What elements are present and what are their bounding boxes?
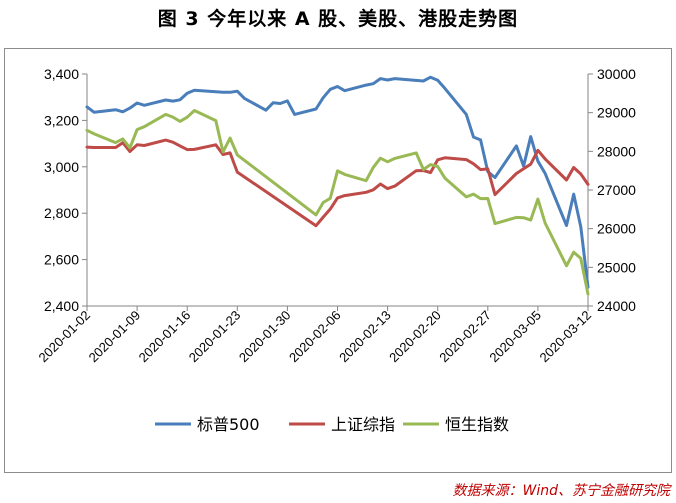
chart-frame: 2,400 2,600 2,800 3,000 3,200 3,400 24000 25000…	[4, 48, 672, 473]
line-chart: 2,400 2,600 2,800 3,000 3,200 3,400 24000 25000…	[35, 66, 636, 434]
data-source-note: 数据来源：Wind、苏宁金融研究院	[452, 483, 671, 499]
right-tick-label: 25000	[597, 259, 636, 275]
legend-label-1: 标普500	[197, 415, 260, 434]
x-tick-label: 2020-01-16	[136, 308, 194, 366]
left-tick-label: 2,400	[44, 298, 79, 314]
x-tick-label: 2020-01-02	[35, 308, 93, 366]
x-tick-label: 2020-02-06	[286, 308, 344, 366]
x-tick-label: 2020-03-12	[536, 308, 594, 366]
x-tick-label: 2020-02-27	[436, 308, 494, 366]
x-tick-label: 2020-01-09	[86, 308, 144, 366]
x-tick-label: 2020-02-20	[386, 308, 444, 366]
right-tick-label: 24000	[597, 298, 636, 314]
series-line-3	[85, 109, 590, 296]
right-tick-label: 29000	[597, 105, 636, 121]
right-tick-label: 27000	[597, 182, 636, 198]
x-tick-label: 2020-03-05	[486, 308, 544, 366]
left-tick-label: 3,200	[44, 112, 79, 128]
legend-label-3: 恒生指数	[445, 415, 509, 434]
x-tick-label: 2020-01-30	[236, 308, 294, 366]
right-tick-label: 26000	[597, 221, 636, 237]
series-line-2	[85, 138, 590, 228]
right-tick-label: 28000	[597, 143, 636, 159]
chart-title: 图 3 今年以来 A 股、美股、港股走势图	[157, 8, 519, 30]
left-tick-label: 3,400	[44, 66, 79, 82]
left-tick-label: 2,800	[44, 205, 79, 221]
left-tick-label: 3,000	[44, 159, 79, 175]
series-line-1	[85, 75, 590, 289]
left-tick-label: 2,600	[44, 252, 79, 268]
legend-label-2: 上证综指	[331, 415, 395, 434]
x-tick-label: 2020-01-23	[186, 308, 244, 366]
right-tick-label: 30000	[597, 66, 636, 82]
x-tick-label: 2020-02-13	[336, 308, 394, 366]
